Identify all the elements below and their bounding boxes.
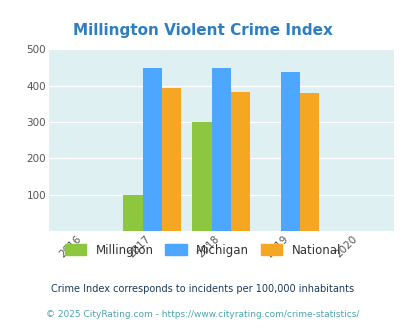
Legend: Millington, Michigan, National: Millington, Michigan, National (65, 244, 340, 256)
Text: Crime Index corresponds to incidents per 100,000 inhabitants: Crime Index corresponds to incidents per… (51, 284, 354, 294)
Bar (280, 72, 299, 231)
Bar (299, 93, 318, 231)
Bar (192, 122, 211, 231)
Bar (142, 68, 162, 231)
Text: Millington Violent Crime Index: Millington Violent Crime Index (73, 23, 332, 38)
Bar (123, 195, 142, 231)
Bar (162, 87, 181, 231)
Text: © 2025 CityRating.com - https://www.cityrating.com/crime-statistics/: © 2025 CityRating.com - https://www.city… (46, 310, 359, 319)
Bar (230, 92, 249, 231)
Bar (211, 68, 230, 231)
